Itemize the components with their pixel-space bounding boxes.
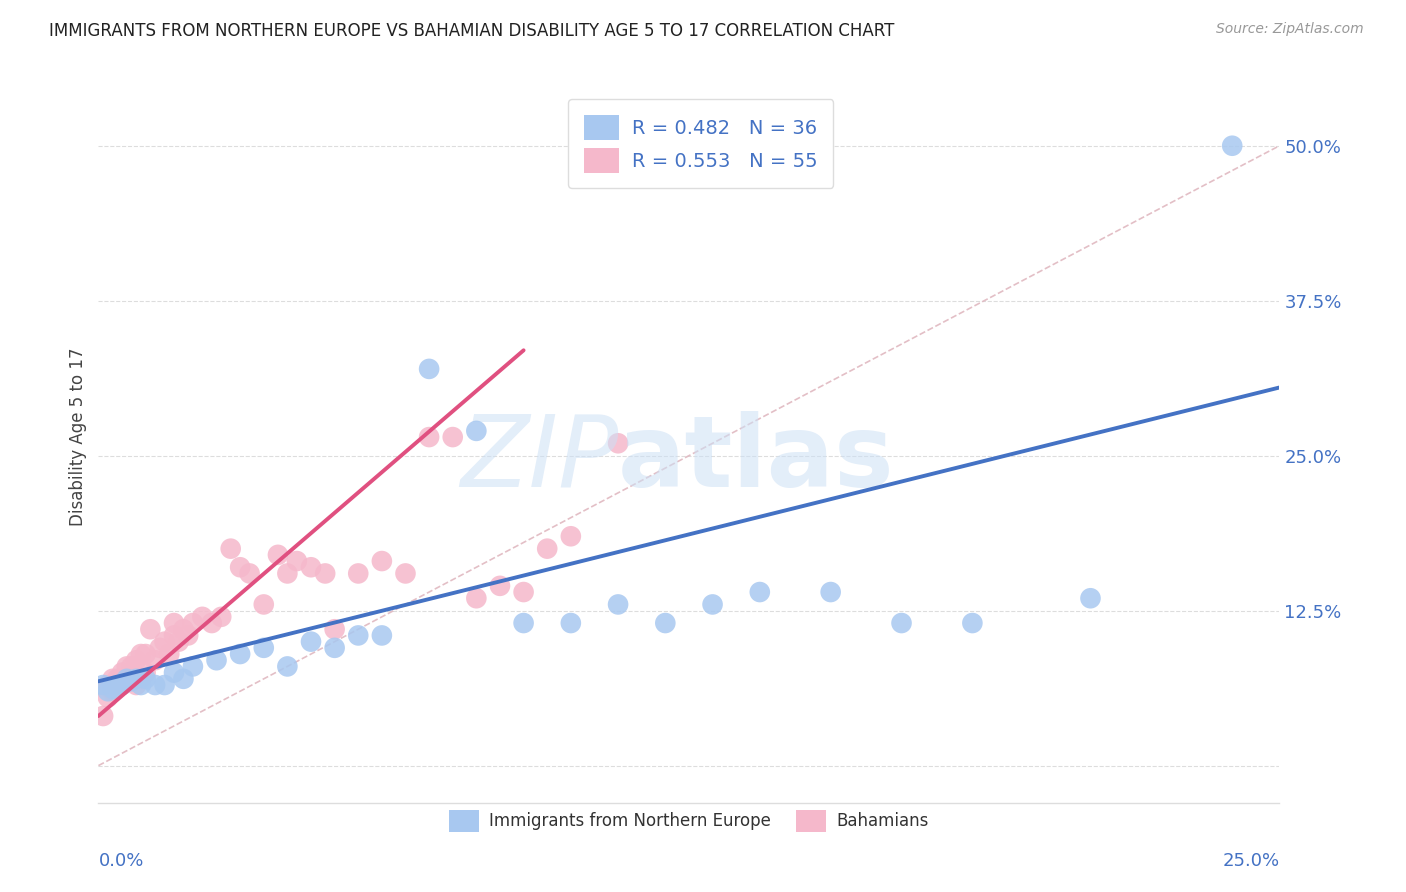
Point [536, 541, 558, 556]
Point [115, 659, 138, 673]
Point [418, 362, 440, 376]
Point [489, 579, 512, 593]
Legend: Immigrants from Northern Europe, Bahamians: Immigrants from Northern Europe, Bahamia… [443, 804, 935, 838]
Point [149, 640, 172, 655]
Point [97, 684, 120, 698]
Point [253, 640, 276, 655]
Point [157, 647, 180, 661]
Point [229, 647, 252, 661]
Point [560, 615, 582, 630]
Point [125, 672, 148, 686]
Point [209, 610, 232, 624]
Point [111, 665, 134, 680]
Point [418, 430, 440, 444]
Point [299, 560, 322, 574]
Point [125, 653, 148, 667]
Point [1220, 138, 1243, 153]
Point [394, 566, 416, 581]
Point [115, 672, 138, 686]
Point [121, 665, 143, 680]
Point [607, 436, 630, 450]
Point [153, 634, 176, 648]
Point [347, 628, 370, 642]
Point [177, 628, 200, 642]
Text: ZIP: ZIP [460, 410, 619, 508]
Point [253, 598, 276, 612]
Point [267, 548, 290, 562]
Point [105, 678, 128, 692]
Point [101, 681, 124, 696]
Point [962, 615, 984, 630]
Point [143, 653, 166, 667]
Point [276, 659, 298, 673]
Point [276, 566, 298, 581]
Point [512, 615, 534, 630]
Text: Source: ZipAtlas.com: Source: ZipAtlas.com [1216, 22, 1364, 37]
Point [135, 672, 157, 686]
Point [105, 678, 128, 692]
Point [125, 678, 148, 692]
Point [239, 566, 262, 581]
Point [323, 622, 346, 636]
Point [111, 678, 134, 692]
Point [654, 615, 676, 630]
Point [121, 659, 143, 673]
Point [163, 665, 186, 680]
Text: IMMIGRANTS FROM NORTHERN EUROPE VS BAHAMIAN DISABILITY AGE 5 TO 17 CORRELATION C: IMMIGRANTS FROM NORTHERN EUROPE VS BAHAM… [49, 22, 894, 40]
Point [820, 585, 842, 599]
Point [371, 628, 394, 642]
Point [101, 672, 124, 686]
Point [512, 585, 534, 599]
Point [347, 566, 370, 581]
Point [465, 424, 488, 438]
Point [101, 684, 124, 698]
Point [201, 615, 224, 630]
Text: 25.0%: 25.0% [1222, 853, 1279, 871]
Point [143, 678, 166, 692]
Point [229, 560, 252, 574]
Point [167, 634, 190, 648]
Point [205, 653, 228, 667]
Point [91, 709, 114, 723]
Point [129, 647, 152, 661]
Point [111, 678, 134, 692]
Point [163, 615, 186, 630]
Point [702, 598, 724, 612]
Point [285, 554, 308, 568]
Point [191, 610, 214, 624]
Y-axis label: Disability Age 5 to 17: Disability Age 5 to 17 [69, 348, 87, 526]
Point [135, 647, 157, 661]
Point [105, 672, 128, 686]
Point [172, 672, 194, 686]
Point [1080, 591, 1102, 606]
Point [607, 598, 630, 612]
Point [115, 672, 138, 686]
Point [172, 622, 194, 636]
Point [441, 430, 464, 444]
Point [91, 678, 114, 692]
Point [135, 665, 157, 680]
Point [323, 640, 346, 655]
Point [890, 615, 912, 630]
Point [181, 659, 204, 673]
Point [97, 690, 120, 705]
Point [219, 541, 242, 556]
Point [139, 622, 162, 636]
Point [371, 554, 394, 568]
Point [163, 628, 186, 642]
Point [129, 672, 152, 686]
Text: 0.0%: 0.0% [98, 853, 143, 871]
Point [299, 634, 322, 648]
Point [121, 674, 143, 689]
Text: atlas: atlas [619, 410, 894, 508]
Point [181, 615, 204, 630]
Point [97, 678, 120, 692]
Point [654, 169, 676, 184]
Point [314, 566, 336, 581]
Point [560, 529, 582, 543]
Point [129, 678, 152, 692]
Point [153, 678, 176, 692]
Point [748, 585, 770, 599]
Point [465, 591, 488, 606]
